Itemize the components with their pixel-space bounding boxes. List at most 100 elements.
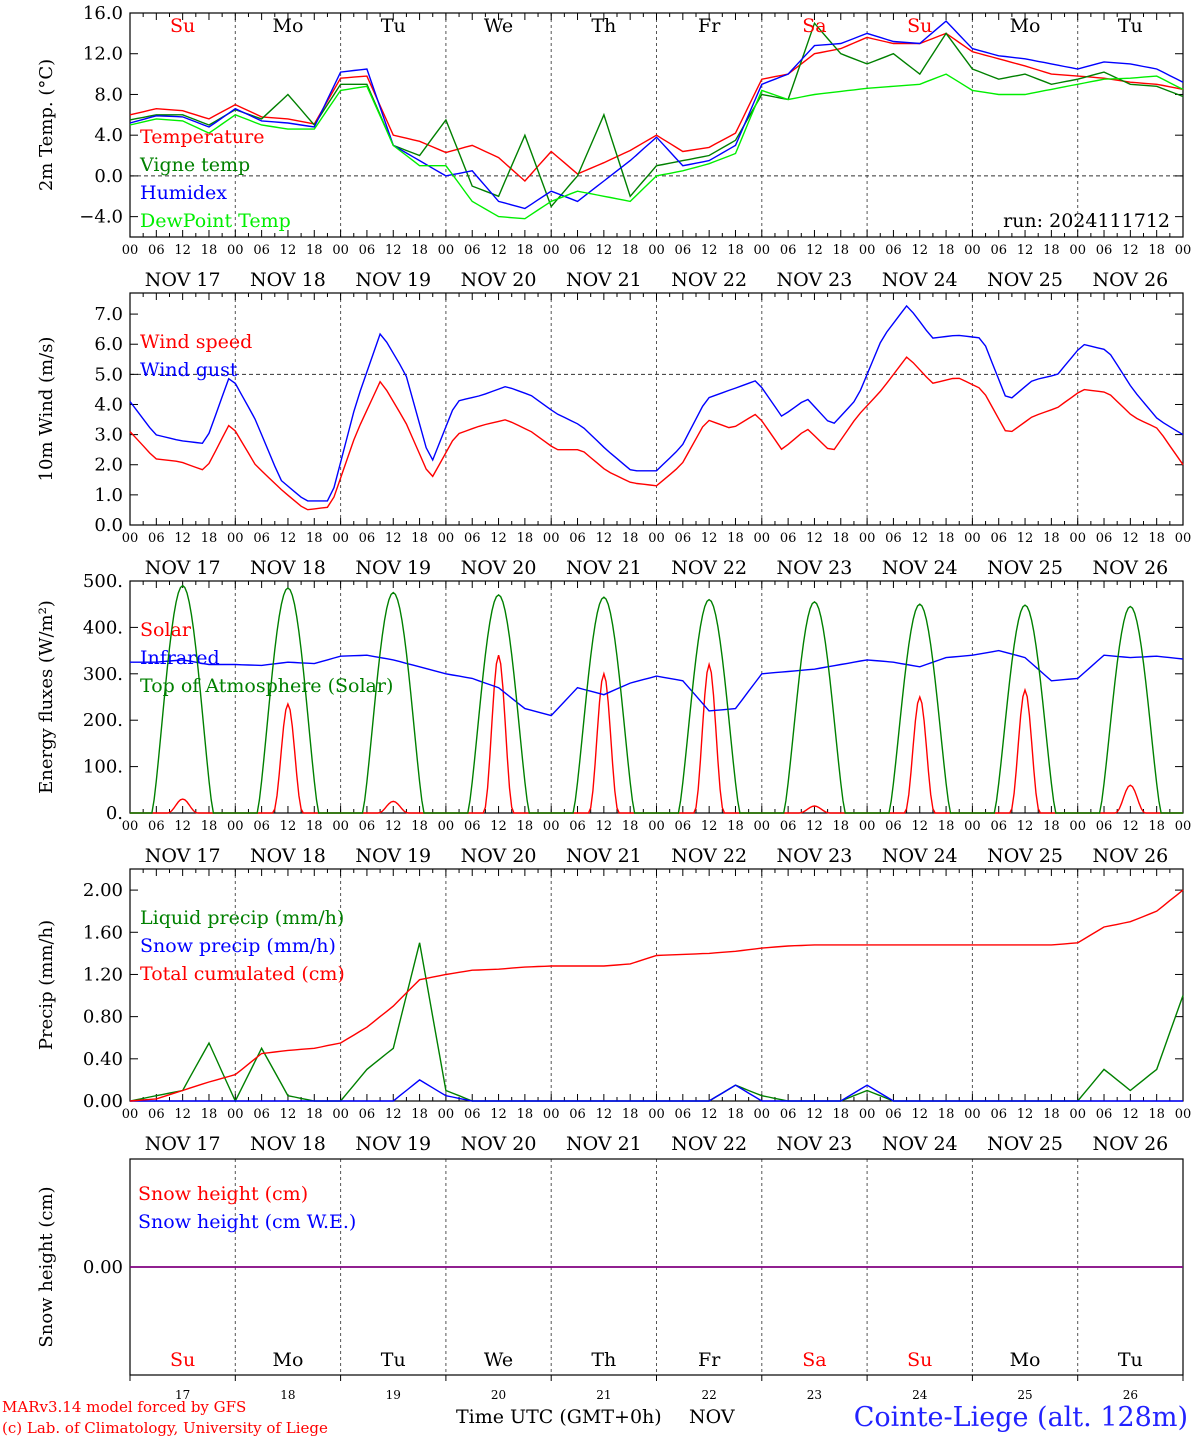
hour-tick-label: 12 [806,531,823,546]
hour-tick-label: 18 [1148,531,1165,546]
hour-tick-label: 12 [385,531,402,546]
date-label: NOV 25 [987,269,1063,291]
hour-tick-label: 12 [490,243,507,258]
weekday-label: Fr [698,15,721,37]
hour-tick-label: 12 [1122,531,1139,546]
weekday-label: Tu [381,15,406,37]
series-line-1 [129,32,1184,182]
hour-tick-label: 12 [174,243,191,258]
weekday-label: Sa [802,15,826,37]
hour-tick-label: 00 [754,1107,771,1122]
hour-tick-label: 06 [464,819,481,834]
station-label: Cointe-Liege (alt. 128m) [853,1402,1188,1433]
hour-tick-label: 18 [833,1107,850,1122]
weekday-label: Mo [1010,15,1041,37]
panel-2: 00 06 12 18 00 06 12 18 00 06 12 18 00 06 12 18 00 06 12 18… [36,292,1191,579]
hour-tick-label: 06 [780,243,797,258]
hour-tick-label: 12 [1017,1107,1034,1122]
weekday-label: Tu [1118,15,1143,37]
date-label: NOV 18 [250,269,326,291]
date-label: NOV 20 [461,557,537,579]
legend-entry: Wind gust [140,359,238,381]
hour-tick-label: 06 [885,819,902,834]
date-label: NOV 24 [882,269,958,291]
series-line-2 [130,1079,1183,1102]
hour-tick-label: 12 [806,819,823,834]
y-tick-label: 7.0 [94,304,123,325]
y-tick-label: 3.0 [94,425,123,446]
hour-tick-label: 18 [938,1107,955,1122]
hour-tick-label: 12 [701,531,718,546]
weekday-label: Mo [272,15,303,37]
hour-tick-label: 00 [754,819,771,834]
y-axis-label: Energy fluxes (W/m²) [36,600,57,794]
y-tick-label: 2.0 [94,455,123,476]
hour-tick-label: 12 [1122,1107,1139,1122]
y-tick-label: −4.0 [79,207,123,228]
hour-tick-label: 00 [754,531,771,546]
hour-tick-label: 18 [201,531,218,546]
hour-tick-label: 06 [990,243,1007,258]
hour-tick-label: 12 [1017,243,1034,258]
hour-tick-label: 12 [911,531,928,546]
day-number-label: 23 [807,1388,822,1402]
hour-tick-label: 18 [727,243,744,258]
y-tick-label: 4.0 [94,125,123,146]
date-label: NOV 20 [461,269,537,291]
date-label: NOV 17 [145,269,221,291]
hour-tick-label: 18 [306,531,323,546]
weekday-label: Tu [1118,1349,1143,1371]
panel-3: 00 06 12 18 00 06 12 18 00 06 12 18 00 06 12 18 00 06 12 18… [36,571,1191,867]
hour-tick-label: 00 [438,1107,455,1122]
date-label: NOV 19 [355,845,431,867]
hour-tick-label: 06 [885,1107,902,1122]
hour-tick-label: 12 [806,1107,823,1122]
day-number-label: 19 [386,1388,401,1402]
hour-tick-label: 00 [859,531,876,546]
hour-tick-label: 00 [648,531,665,546]
hour-tick-label: 12 [911,1107,928,1122]
time-axis-label: Time UTC (GMT+0h) [456,1406,662,1428]
hour-tick-label: 00 [332,1107,349,1122]
y-tick-label: 0.40 [83,1049,123,1070]
hour-tick-label: 18 [517,243,534,258]
hour-tick-label: 18 [1043,243,1060,258]
y-tick-label: 2.00 [83,880,123,901]
day-number-label: 22 [702,1388,717,1402]
hour-tick-label: 12 [1122,819,1139,834]
hour-tick-label: 18 [411,819,428,834]
hour-tick-label: 18 [622,243,639,258]
day-number-label: 18 [280,1388,295,1402]
hour-tick-label: 12 [174,531,191,546]
hour-tick-label: 00 [122,531,139,546]
hour-tick-label: 00 [122,243,139,258]
hour-tick-label: 18 [1043,1107,1060,1122]
hour-tick-label: 12 [806,243,823,258]
hour-tick-label: 06 [148,819,165,834]
hour-tick-label: 00 [543,819,560,834]
hour-tick-label: 00 [122,819,139,834]
y-axis-label: 2m Temp. (°C) [36,59,57,191]
weekday-label: Tu [381,1349,406,1371]
date-label: NOV 23 [777,269,853,291]
hour-tick-label: 00 [964,243,981,258]
weekday-label: Mo [272,1349,303,1371]
hour-tick-label: 12 [174,819,191,834]
hour-tick-label: 18 [517,1107,534,1122]
hour-tick-label: 00 [1069,531,1086,546]
hour-tick-label: 00 [1175,1107,1192,1122]
hour-tick-label: 18 [1043,819,1060,834]
date-label: NOV 21 [566,557,642,579]
hour-tick-label: 18 [517,531,534,546]
hour-tick-label: 18 [411,531,428,546]
hour-tick-label: 18 [622,819,639,834]
date-label: NOV 21 [566,845,642,867]
date-label: NOV 25 [987,845,1063,867]
hour-tick-label: 00 [964,1107,981,1122]
hour-tick-label: 18 [306,819,323,834]
hour-tick-label: 12 [490,531,507,546]
legend-entry: Top of Atmosphere (Solar) [140,675,393,697]
series-line-3 [130,584,1183,814]
series-line-4 [129,73,1184,220]
